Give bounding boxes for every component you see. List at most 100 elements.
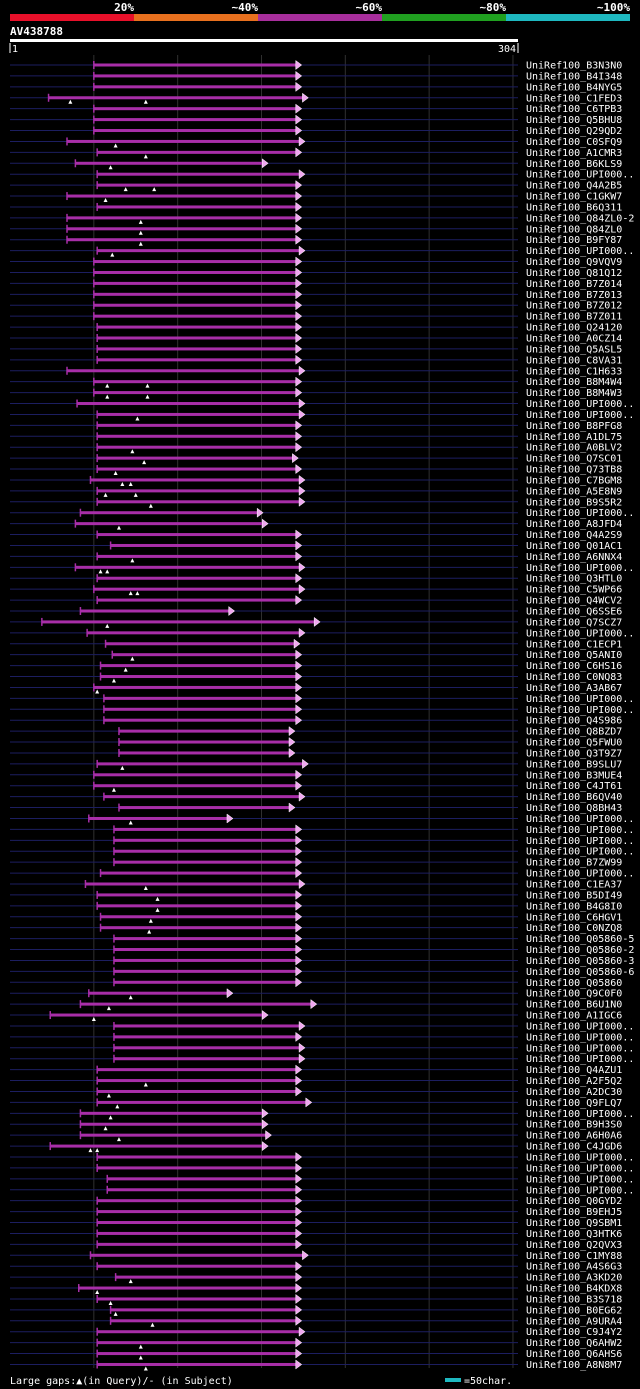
hit-label[interactable]: UniRef100_UPI000.. bbox=[526, 1185, 634, 1196]
hit-label[interactable]: UniRef100_UPI000.. bbox=[526, 1163, 634, 1174]
hit-row[interactable]: UniRef100_Q4A2B5 bbox=[10, 180, 622, 192]
hit-label[interactable]: UniRef100_Q3HTK6 bbox=[526, 1229, 622, 1240]
hit-row[interactable]: UniRef100_B7Z012 bbox=[10, 300, 622, 312]
hit-row[interactable]: UniRef100_Q5ASL5 bbox=[10, 343, 622, 355]
hit-row[interactable]: UniRef100_A2DC30 bbox=[10, 1086, 622, 1098]
hit-row[interactable]: UniRef100_B7ZW99 bbox=[10, 857, 622, 869]
hit-row[interactable]: UniRef100_C1FED3 bbox=[10, 92, 622, 104]
hit-label[interactable]: UniRef100_UPI000.. bbox=[526, 1174, 634, 1185]
hit-label[interactable]: UniRef100_B8PFG8 bbox=[526, 421, 622, 432]
hit-row[interactable]: UniRef100_Q9FLQ7 bbox=[10, 1097, 622, 1109]
hit-row[interactable]: UniRef100_Q3HTK6 bbox=[10, 1228, 622, 1240]
hit-label[interactable]: UniRef100_Q9VQV9 bbox=[526, 257, 622, 268]
hit-row[interactable]: UniRef100_A5E8N9 bbox=[10, 485, 622, 497]
hit-label[interactable]: UniRef100_B7ZW99 bbox=[526, 858, 622, 869]
hit-label[interactable]: UniRef100_Q9SBM1 bbox=[526, 1218, 622, 1229]
hit-label[interactable]: UniRef100_B8M4W4 bbox=[526, 377, 622, 388]
hit-row[interactable]: UniRef100_UPI000.. bbox=[10, 169, 634, 181]
hit-label[interactable]: UniRef100_Q4S986 bbox=[526, 716, 622, 727]
hit-row[interactable]: UniRef100_A1CMR3 bbox=[10, 147, 622, 159]
hit-label[interactable]: UniRef100_B9SLU7 bbox=[526, 759, 622, 770]
hit-label[interactable]: UniRef100_A8N8M7 bbox=[526, 1360, 622, 1371]
hit-label[interactable]: UniRef100_UPI000.. bbox=[526, 705, 634, 716]
hit-label[interactable]: UniRef100_B9S5R2 bbox=[526, 497, 622, 508]
hit-label[interactable]: UniRef100_UPI000.. bbox=[526, 246, 634, 257]
hit-label[interactable]: UniRef100_Q0GYD2 bbox=[526, 1196, 622, 1207]
hit-row[interactable]: UniRef100_Q6AHS6 bbox=[10, 1348, 622, 1360]
hit-label[interactable]: UniRef100_Q3T9Z7 bbox=[526, 748, 622, 759]
hit-label[interactable]: UniRef100_Q4WCV2 bbox=[526, 596, 622, 607]
hit-row[interactable]: UniRef100_C1ECP1 bbox=[10, 638, 622, 650]
hit-label[interactable]: UniRef100_C9J4Y2 bbox=[526, 1327, 622, 1338]
hit-row[interactable]: UniRef100_Q8BH43 bbox=[10, 802, 622, 814]
hit-label[interactable]: UniRef100_UPI000.. bbox=[526, 399, 634, 410]
hit-row[interactable]: UniRef100_C4JT61 bbox=[10, 780, 622, 792]
hit-label[interactable]: UniRef100_Q2QVX3 bbox=[526, 1240, 622, 1251]
hit-row[interactable]: UniRef100_B4NYG5 bbox=[10, 81, 622, 93]
hit-row[interactable]: UniRef100_B9S5R2 bbox=[10, 496, 622, 508]
hit-label[interactable]: UniRef100_Q5ANI0 bbox=[526, 650, 622, 661]
hit-label[interactable]: UniRef100_C1H633 bbox=[526, 366, 622, 377]
hit-label[interactable]: UniRef100_Q5ASL5 bbox=[526, 344, 622, 355]
hit-row[interactable]: UniRef100_B7Z014 bbox=[10, 278, 622, 290]
hit-row[interactable]: UniRef100_C0NZQ8 bbox=[10, 922, 622, 934]
hit-label[interactable]: UniRef100_Q5FWU0 bbox=[526, 738, 622, 749]
hit-row[interactable]: UniRef100_Q6SSE6 bbox=[10, 606, 622, 618]
hit-row[interactable]: UniRef100_UPI000.. bbox=[10, 824, 634, 836]
hit-label[interactable]: UniRef100_A5E8N9 bbox=[526, 486, 622, 497]
hit-label[interactable]: UniRef100_C6TPB3 bbox=[526, 104, 622, 115]
hit-row[interactable]: UniRef100_Q7SCZ7 bbox=[10, 616, 622, 628]
hit-row[interactable]: UniRef100_B4I348 bbox=[10, 70, 622, 82]
hit-label[interactable]: UniRef100_C7BGM8 bbox=[526, 475, 622, 486]
hit-row[interactable]: UniRef100_Q3T9Z7 bbox=[10, 747, 622, 759]
hit-row[interactable]: UniRef100_B8M4W3 bbox=[10, 387, 622, 399]
hit-row[interactable]: UniRef100_B6U1N0 bbox=[10, 999, 622, 1011]
hit-label[interactable]: UniRef100_Q05860-2 bbox=[526, 945, 634, 956]
hit-label[interactable]: UniRef100_C6HS16 bbox=[526, 661, 622, 672]
hit-label[interactable]: UniRef100_B7Z012 bbox=[526, 301, 622, 312]
hit-label[interactable]: UniRef100_B6KLS9 bbox=[526, 159, 622, 170]
hit-label[interactable]: UniRef100_Q7SC01 bbox=[526, 454, 622, 465]
hit-row[interactable]: UniRef100_A9URA4 bbox=[10, 1315, 622, 1327]
hit-label[interactable]: UniRef100_C1ECP1 bbox=[526, 639, 622, 650]
hit-label[interactable]: UniRef100_A1IGC6 bbox=[526, 1011, 622, 1022]
hit-row[interactable]: UniRef100_UPI000.. bbox=[10, 693, 634, 705]
hit-row[interactable]: UniRef100_C6HS16 bbox=[10, 660, 622, 672]
hit-row[interactable]: UniRef100_Q81Q12 bbox=[10, 267, 622, 279]
hit-row[interactable]: UniRef100_Q3HTL0 bbox=[10, 573, 622, 585]
hit-label[interactable]: UniRef100_UPI000.. bbox=[526, 1153, 634, 1164]
hit-row[interactable]: UniRef100_UPI000.. bbox=[10, 704, 634, 716]
hit-label[interactable]: UniRef100_Q05860-3 bbox=[526, 956, 634, 967]
hit-label[interactable]: UniRef100_Q5BHU8 bbox=[526, 115, 622, 126]
hit-row[interactable]: UniRef100_Q4WCV2 bbox=[10, 595, 622, 607]
hit-label[interactable]: UniRef100_B4G8I0 bbox=[526, 901, 622, 912]
hit-row[interactable]: UniRef100_A4S6G3 bbox=[10, 1261, 622, 1273]
hit-label[interactable]: UniRef100_B0EG62 bbox=[526, 1305, 622, 1316]
hit-label[interactable]: UniRef100_Q29QD2 bbox=[526, 126, 622, 137]
hit-row[interactable]: UniRef100_Q0GYD2 bbox=[10, 1195, 622, 1207]
hit-row[interactable]: UniRef100_A8N8M7 bbox=[10, 1359, 622, 1371]
hit-row[interactable]: UniRef100_B9SLU7 bbox=[10, 758, 622, 770]
hit-row[interactable]: UniRef100_A3KD20 bbox=[10, 1272, 622, 1284]
hit-row[interactable]: UniRef100_C1H633 bbox=[10, 365, 622, 377]
hit-row[interactable]: UniRef100_Q05860-3 bbox=[10, 955, 634, 967]
hit-row[interactable]: UniRef100_A2F5Q2 bbox=[10, 1075, 622, 1087]
hit-label[interactable]: UniRef100_UPI000.. bbox=[526, 1021, 634, 1032]
hit-row[interactable]: UniRef100_Q24120 bbox=[10, 322, 622, 334]
hit-row[interactable]: UniRef100_A6H0A6 bbox=[10, 1130, 622, 1142]
hit-label[interactable]: UniRef100_Q73TB8 bbox=[526, 465, 622, 476]
hit-label[interactable]: UniRef100_B9EHJ5 bbox=[526, 1207, 622, 1218]
hit-label[interactable]: UniRef100_B3N3N0 bbox=[526, 61, 622, 72]
hit-row[interactable]: UniRef100_B5DI49 bbox=[10, 889, 622, 901]
hit-row[interactable]: UniRef100_UPI000.. bbox=[10, 1031, 634, 1043]
hit-row[interactable]: UniRef100_A6NNX4 bbox=[10, 551, 622, 563]
hit-row[interactable]: UniRef100_Q4S986 bbox=[10, 715, 622, 727]
hit-label[interactable]: UniRef100_B7Z011 bbox=[526, 312, 622, 323]
hit-row[interactable]: UniRef100_B9FY87 bbox=[10, 234, 622, 246]
hit-label[interactable]: UniRef100_B8M4W3 bbox=[526, 388, 622, 399]
hit-row[interactable]: UniRef100_Q7SC01 bbox=[10, 453, 622, 465]
hit-row[interactable]: UniRef100_UPI000.. bbox=[10, 1184, 634, 1196]
hit-label[interactable]: UniRef100_Q84ZL0-2 bbox=[526, 213, 634, 224]
hit-label[interactable]: UniRef100_B4I348 bbox=[526, 71, 622, 82]
hit-row[interactable]: UniRef100_C6TPB3 bbox=[10, 103, 622, 115]
